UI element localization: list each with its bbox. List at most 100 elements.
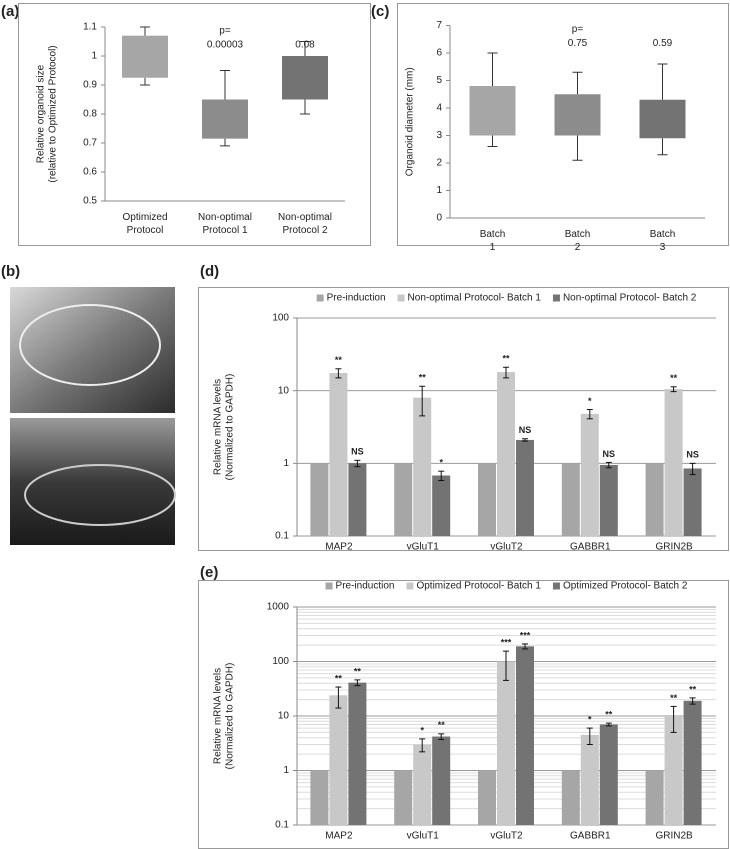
bar [348, 463, 367, 536]
y-tick-label: 3 [436, 130, 442, 141]
legend-marker [397, 294, 405, 302]
y-tick-label: 0 [436, 213, 442, 224]
p-value-label: p= [572, 24, 584, 35]
bar [580, 734, 599, 825]
legend-marker [325, 582, 333, 590]
x-tick-label: Non-optimal Protocol 2 [278, 212, 332, 236]
bar [432, 475, 451, 536]
legend-label: Optimized Protocol- Batch 2 [563, 581, 688, 592]
bar [645, 463, 664, 536]
bar [329, 695, 348, 825]
bar [497, 372, 515, 536]
bar [516, 646, 534, 825]
significance-label: * [420, 725, 424, 735]
significance-label: ** [605, 710, 613, 720]
dish-outline [24, 464, 176, 526]
y-tick-label: 0.1 [275, 820, 289, 831]
y-tick-label: 0.7 [83, 138, 97, 149]
y-tick-label: 1 [436, 185, 442, 196]
y-tick-label: 7 [436, 20, 442, 31]
legend: Pre-induction Optimized Protocol- Batch 1… [325, 581, 688, 592]
y-tick-label: 1 [283, 458, 289, 469]
y-axis-label: (Normalized to GAPDH) [225, 374, 236, 481]
panel-label: (d) [200, 263, 219, 280]
significance-label: ** [670, 693, 678, 703]
bar [394, 770, 413, 825]
y-tick-label: 0.1 [275, 531, 289, 542]
x-tick-label: vGluT2 [490, 542, 523, 553]
significance-label: ** [335, 673, 343, 683]
p-value: 0.59 [653, 38, 673, 49]
p-value-label: p= [219, 26, 231, 37]
bar [580, 413, 599, 536]
significance-label: NS [686, 450, 699, 460]
significance-label: ** [670, 373, 678, 383]
legend: Pre-induction Non-optimal Protocol- Batch… [316, 293, 697, 304]
p-value: 0.75 [568, 38, 588, 49]
y-tick-label: 1.1 [83, 22, 97, 33]
significance-label: * [588, 396, 592, 406]
box [639, 99, 686, 139]
significance-label: *** [520, 630, 531, 640]
x-tick-label: Optimized Protocol [122, 212, 167, 236]
y-axis-label: Organoid diameter (mm) [405, 67, 416, 176]
bar [478, 463, 496, 536]
bar [599, 464, 618, 536]
y-tick-label: 100 [272, 656, 289, 667]
significance-label: NS [603, 449, 616, 459]
panel-label: (e) [200, 564, 218, 581]
y-axis-label: Relative mRNA levels [213, 379, 224, 475]
x-tick-label: GABBR1 [570, 831, 611, 842]
x-tick-label: vGluT1 [407, 831, 440, 842]
panel-label: (c) [371, 3, 389, 20]
y-axis-label: Relative mRNA levels [213, 668, 224, 764]
legend-label: Pre-induction [327, 293, 386, 304]
x-tick-label: vGluT1 [407, 542, 440, 553]
legend-marker [552, 294, 560, 302]
y-tick-label: 100 [272, 313, 289, 324]
bar [561, 770, 580, 825]
legend-label: Pre-induction [336, 581, 395, 592]
bar [413, 744, 432, 825]
bar [413, 397, 432, 536]
panel-frame [198, 287, 729, 551]
significance-label: NS [519, 425, 532, 435]
bar [348, 682, 367, 825]
y-tick-label: 10 [278, 711, 290, 722]
panel-label: (a) [1, 3, 19, 20]
panel-label: (b) [1, 263, 20, 280]
bar [329, 373, 348, 536]
y-axis-label: (relative to Optimized Protocol) [48, 45, 59, 182]
legend-label: Non-optimal Protocol- Batch 2 [563, 293, 697, 304]
x-tick-label: MAP2 [325, 831, 353, 842]
bar [394, 463, 413, 536]
bar [664, 716, 683, 825]
dish-outline [19, 304, 161, 386]
bar [683, 700, 702, 825]
y-tick-label: 1 [283, 765, 289, 776]
significance-label: ** [438, 720, 446, 730]
bar [497, 661, 515, 825]
significance-label: NS [351, 447, 364, 457]
bar [516, 439, 534, 536]
bar [645, 770, 664, 825]
box [469, 86, 516, 136]
box [122, 35, 168, 78]
y-axis-label: (Normalized to GAPDH) [225, 663, 236, 770]
x-tick-label: GRIN2B [655, 831, 693, 842]
bar [310, 770, 329, 825]
x-tick-label: GRIN2B [655, 542, 693, 553]
box [554, 94, 601, 136]
y-tick-label: 4 [436, 103, 442, 114]
photo-panel [10, 287, 176, 545]
y-tick-label: 0.5 [83, 196, 97, 207]
significance-label: ** [335, 355, 343, 365]
p-value: 0.00003 [207, 40, 244, 51]
p-value: 0.08 [295, 40, 315, 51]
significance-label: * [588, 714, 592, 724]
legend-label: Non-optimal Protocol- Batch 1 [408, 293, 542, 304]
legend-marker [316, 294, 324, 302]
bar [478, 770, 496, 825]
bar [664, 389, 683, 536]
